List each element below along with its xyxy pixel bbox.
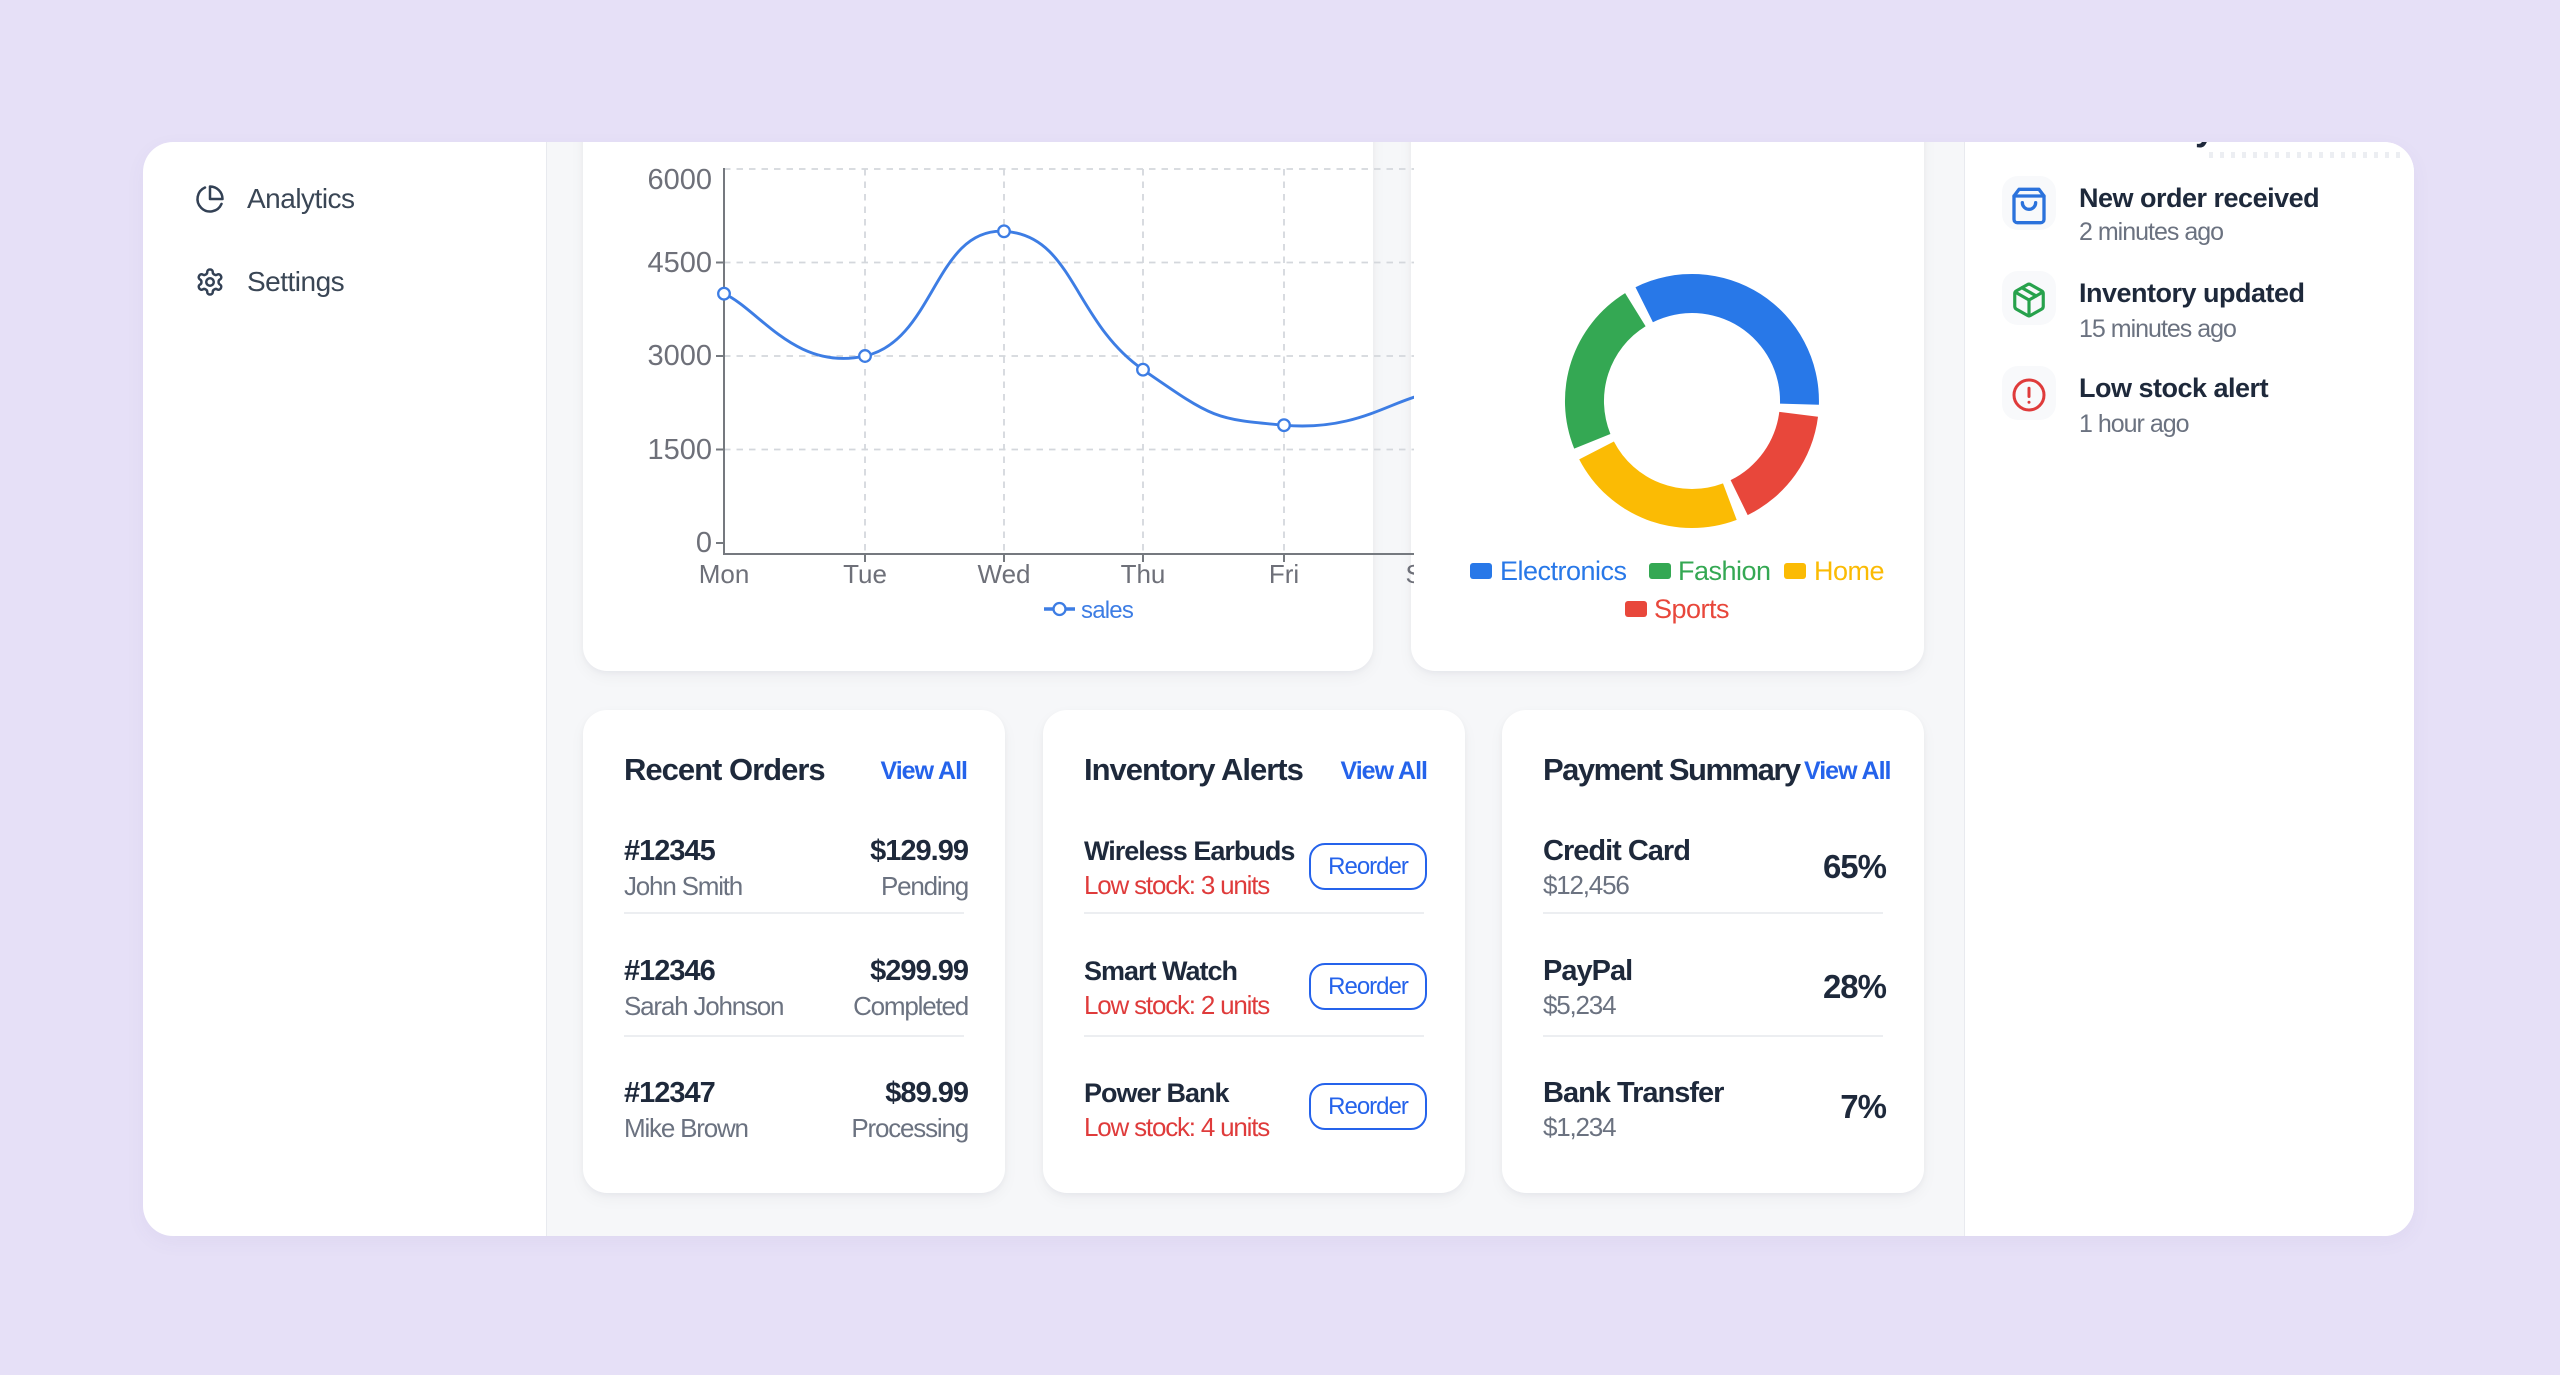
svg-text:Home: Home xyxy=(1814,556,1884,586)
svg-text:sales: sales xyxy=(1081,597,1134,624)
svg-text:Mon: Mon xyxy=(699,559,750,589)
svg-text:Fri: Fri xyxy=(1269,559,1299,589)
svg-text:Thu: Thu xyxy=(1121,559,1166,589)
svg-text:Sports: Sports xyxy=(1654,594,1729,624)
svg-text:0: 0 xyxy=(696,527,712,559)
svg-text:Fashion: Fashion xyxy=(1678,556,1771,586)
svg-text:3000: 3000 xyxy=(647,340,712,372)
svg-text:4500: 4500 xyxy=(647,247,712,279)
svg-text:Electronics: Electronics xyxy=(1500,556,1627,586)
svg-text:Wed: Wed xyxy=(978,559,1031,589)
svg-text:1500: 1500 xyxy=(647,434,712,466)
svg-text:Sat: Sat xyxy=(1405,559,1414,589)
svg-text:Tue: Tue xyxy=(843,559,887,589)
svg-text:6000: 6000 xyxy=(647,164,712,196)
